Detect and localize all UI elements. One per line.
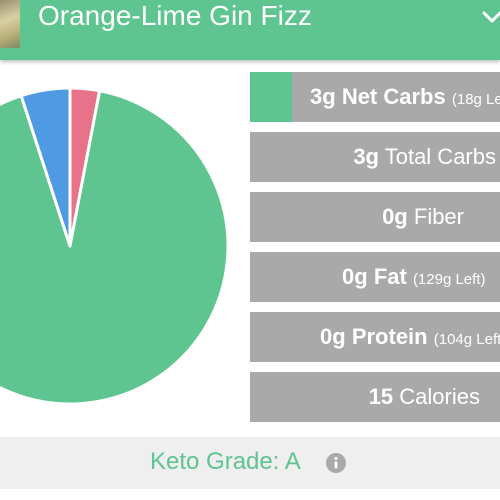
- net-carbs-label: Net Carbs: [341, 84, 446, 109]
- net-carbs-value: 3g: [310, 84, 336, 109]
- fiber-label: Fiber: [413, 204, 464, 229]
- stat-total-carbs: 3g Total Carbs: [250, 132, 500, 182]
- recipe-title: Orange-Lime Gin Fizz: [38, 0, 312, 31]
- protein-label: Protein: [351, 324, 428, 349]
- keto-grade-bar: Keto Grade: A: [0, 437, 500, 489]
- drink-thumbnail-image[interactable]: [0, 0, 20, 48]
- protein-value: 0g: [320, 324, 346, 349]
- chevron-down-icon[interactable]: [480, 4, 500, 30]
- stat-fiber: 0g Fiber: [250, 192, 500, 242]
- stat-protein: 0g Protein (104g Left): [250, 312, 500, 362]
- stat-net-carbs: 3g Net Carbs (18g Left): [250, 72, 500, 122]
- recipe-header: Orange-Lime Gin Fizz: [0, 0, 500, 60]
- calories-label: Calories: [399, 384, 480, 409]
- pie-slice-protein: [19, 86, 72, 248]
- net-carbs-note: (18g Left): [451, 91, 500, 108]
- stat-calories: 15 Calories: [250, 372, 500, 422]
- fat-value: 0g: [342, 264, 368, 289]
- fiber-value: 0g: [382, 204, 408, 229]
- stat-fat: 0g Fat (129g Left): [250, 252, 500, 302]
- net-carbs-progress-fill: [250, 72, 292, 122]
- fat-note: (129g Left): [412, 271, 486, 288]
- total-carbs-value: 3g: [353, 144, 379, 169]
- info-icon[interactable]: [326, 453, 346, 473]
- calories-value: 15: [368, 384, 394, 409]
- macro-pie-chart: [0, 86, 230, 406]
- protein-note: (104g Left): [433, 331, 500, 348]
- pie-slice-carbs: [0, 89, 230, 406]
- total-carbs-label: Total Carbs: [384, 144, 496, 169]
- keto-grade-label: Keto Grade: A: [150, 448, 301, 475]
- fat-label: Fat: [373, 264, 407, 289]
